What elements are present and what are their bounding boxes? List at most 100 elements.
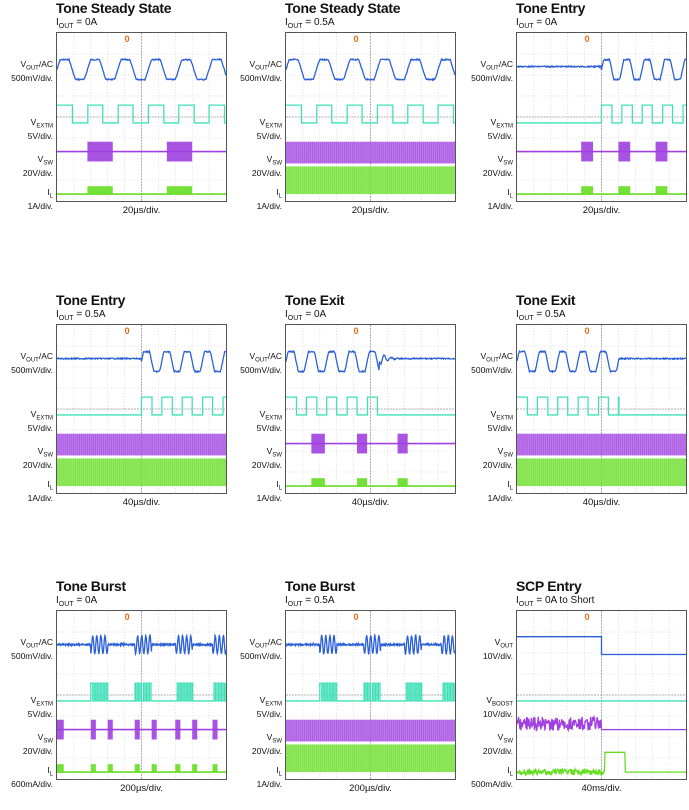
current-burst [151,764,157,773]
channel-label: VOUT/AC 500mV/div. [11,351,53,375]
trigger-marker: 0 [354,34,359,44]
channel-trace [517,349,686,374]
trigger-marker: 0 [354,612,359,622]
channel-label: VEXTM 5V/div. [487,117,513,141]
time-scale-label: 40µs/div. [582,497,621,508]
waveform-plot: 0 [517,33,686,201]
trigger-marker: 0 [354,326,359,336]
switching-burst [581,141,594,162]
channel-label: IL 600mA/div. [11,765,53,789]
channel-label: VEXTM 5V/div. [256,409,282,433]
channel-trace [286,633,455,656]
switching-trace [286,166,455,195]
time-scale-label: 20µs/div. [122,205,161,216]
switching-burst [397,433,408,454]
channel-label: VOUT 10V/div. [482,637,513,661]
channel-label: VOUT/AC 500mV/div. [471,59,513,83]
channel-label: VBOOST 10V/div. [482,695,513,719]
channel-scale: 20V/div. [251,459,282,470]
channel-scale: 500mV/div. [240,72,282,83]
current-burst [655,186,668,195]
switching-trace [286,744,455,773]
panel-condition: IOUT = 0.5A [285,17,335,30]
channel-label: IL 1A/div. [27,479,53,503]
channel-scale: 500mV/div. [471,72,513,83]
channel-scale: 5V/div. [27,422,53,433]
channel-scale: 1A/div. [256,200,282,211]
trigger-marker: 0 [585,326,590,336]
waveform-plot: 0 [286,611,455,779]
current-burst [581,186,594,195]
channel-label: VSW 20V/div. [22,446,53,470]
switching-trace [286,719,455,742]
panel-title: Tone Entry [516,0,586,16]
current-burst [87,186,113,195]
time-scale-label: 200µs/div. [349,783,392,794]
channel-trace [57,57,226,82]
channel-scale: 5V/div. [27,130,53,141]
channel-scale: 1A/div. [256,778,282,789]
panel-title: Tone Burst [56,578,126,594]
current-burst [134,764,140,773]
panel-condition: IOUT = 0A [56,17,98,30]
channel-scale: 20V/div. [482,459,513,470]
oscilloscope-screen: 0 [56,324,227,494]
channel-trace [517,751,686,777]
channel-trace [517,636,686,656]
panel-condition: IOUT = 0A [516,17,558,30]
channel-scale: 500mV/div. [240,364,282,375]
channel-label: VEXTM 5V/div. [27,117,53,141]
channel-scale: 1A/div. [27,492,53,503]
panel-condition: IOUT = 0A [56,595,98,608]
channel-label: VEXTM 5V/div. [27,695,53,719]
current-burst [107,764,113,773]
switching-burst [90,719,96,740]
channel-label: VOUT/AC 500mV/div. [240,59,282,83]
channel-label: IL 1A/div. [256,765,282,789]
oscilloscope-screen: 0 [285,32,456,202]
panel-condition: IOUT = 0A to Short [516,595,595,608]
channel-label: VEXTM 5V/div. [487,409,513,433]
switching-burst [212,719,218,740]
channel-label: VSW 20V/div. [22,154,53,178]
channel-scale: 10V/div. [482,650,513,661]
channel-scale: 5V/div. [256,708,282,719]
switching-burst [166,141,193,162]
channel-scale: 10V/div. [482,708,513,719]
switching-burst [57,719,64,740]
waveform-plot: 0 [57,33,226,201]
channel-scale: 5V/div. [27,708,53,719]
switching-burst [192,719,198,740]
waveform-plot: 0 [517,611,686,779]
channel-trace [286,682,455,702]
switching-trace [517,433,686,456]
trigger-marker: 0 [585,34,590,44]
switching-burst [311,433,325,454]
time-scale-label: 40ms/div. [581,783,622,794]
channel-scale: 500mV/div. [240,650,282,661]
channel-label: VOUT/AC 500mV/div. [11,59,53,83]
channel-trace [517,57,686,82]
waveform-plot: 0 [286,33,455,201]
oscilloscope-screen: 0 [285,324,456,494]
channel-scale: 500mV/div. [11,364,53,375]
channel-trace [286,57,455,82]
channel-label: VSW 20V/div. [251,732,282,756]
channel-label: VOUT/AC 500mV/div. [471,351,513,375]
channel-trace [286,396,455,416]
trigger-marker: 0 [585,612,590,622]
switching-burst [655,141,668,162]
panel-title: Tone Steady State [285,0,401,16]
oscilloscope-screen: 0 [516,32,687,202]
switching-burst [175,719,181,740]
switching-trace [286,141,455,164]
scope-panel: Tone Exit IOUT = 0A 0 VOUT/AC 500mV/div. VEXT… [229,292,456,524]
channel-trace [57,349,226,374]
current-burst [90,764,96,773]
panel-title: Tone Entry [56,292,126,308]
channel-scale: 20V/div. [482,167,513,178]
channel-scale: 20V/div. [482,745,513,756]
current-burst [175,764,181,773]
switching-trace [57,458,226,487]
oscilloscope-screen: 0 [516,610,687,780]
